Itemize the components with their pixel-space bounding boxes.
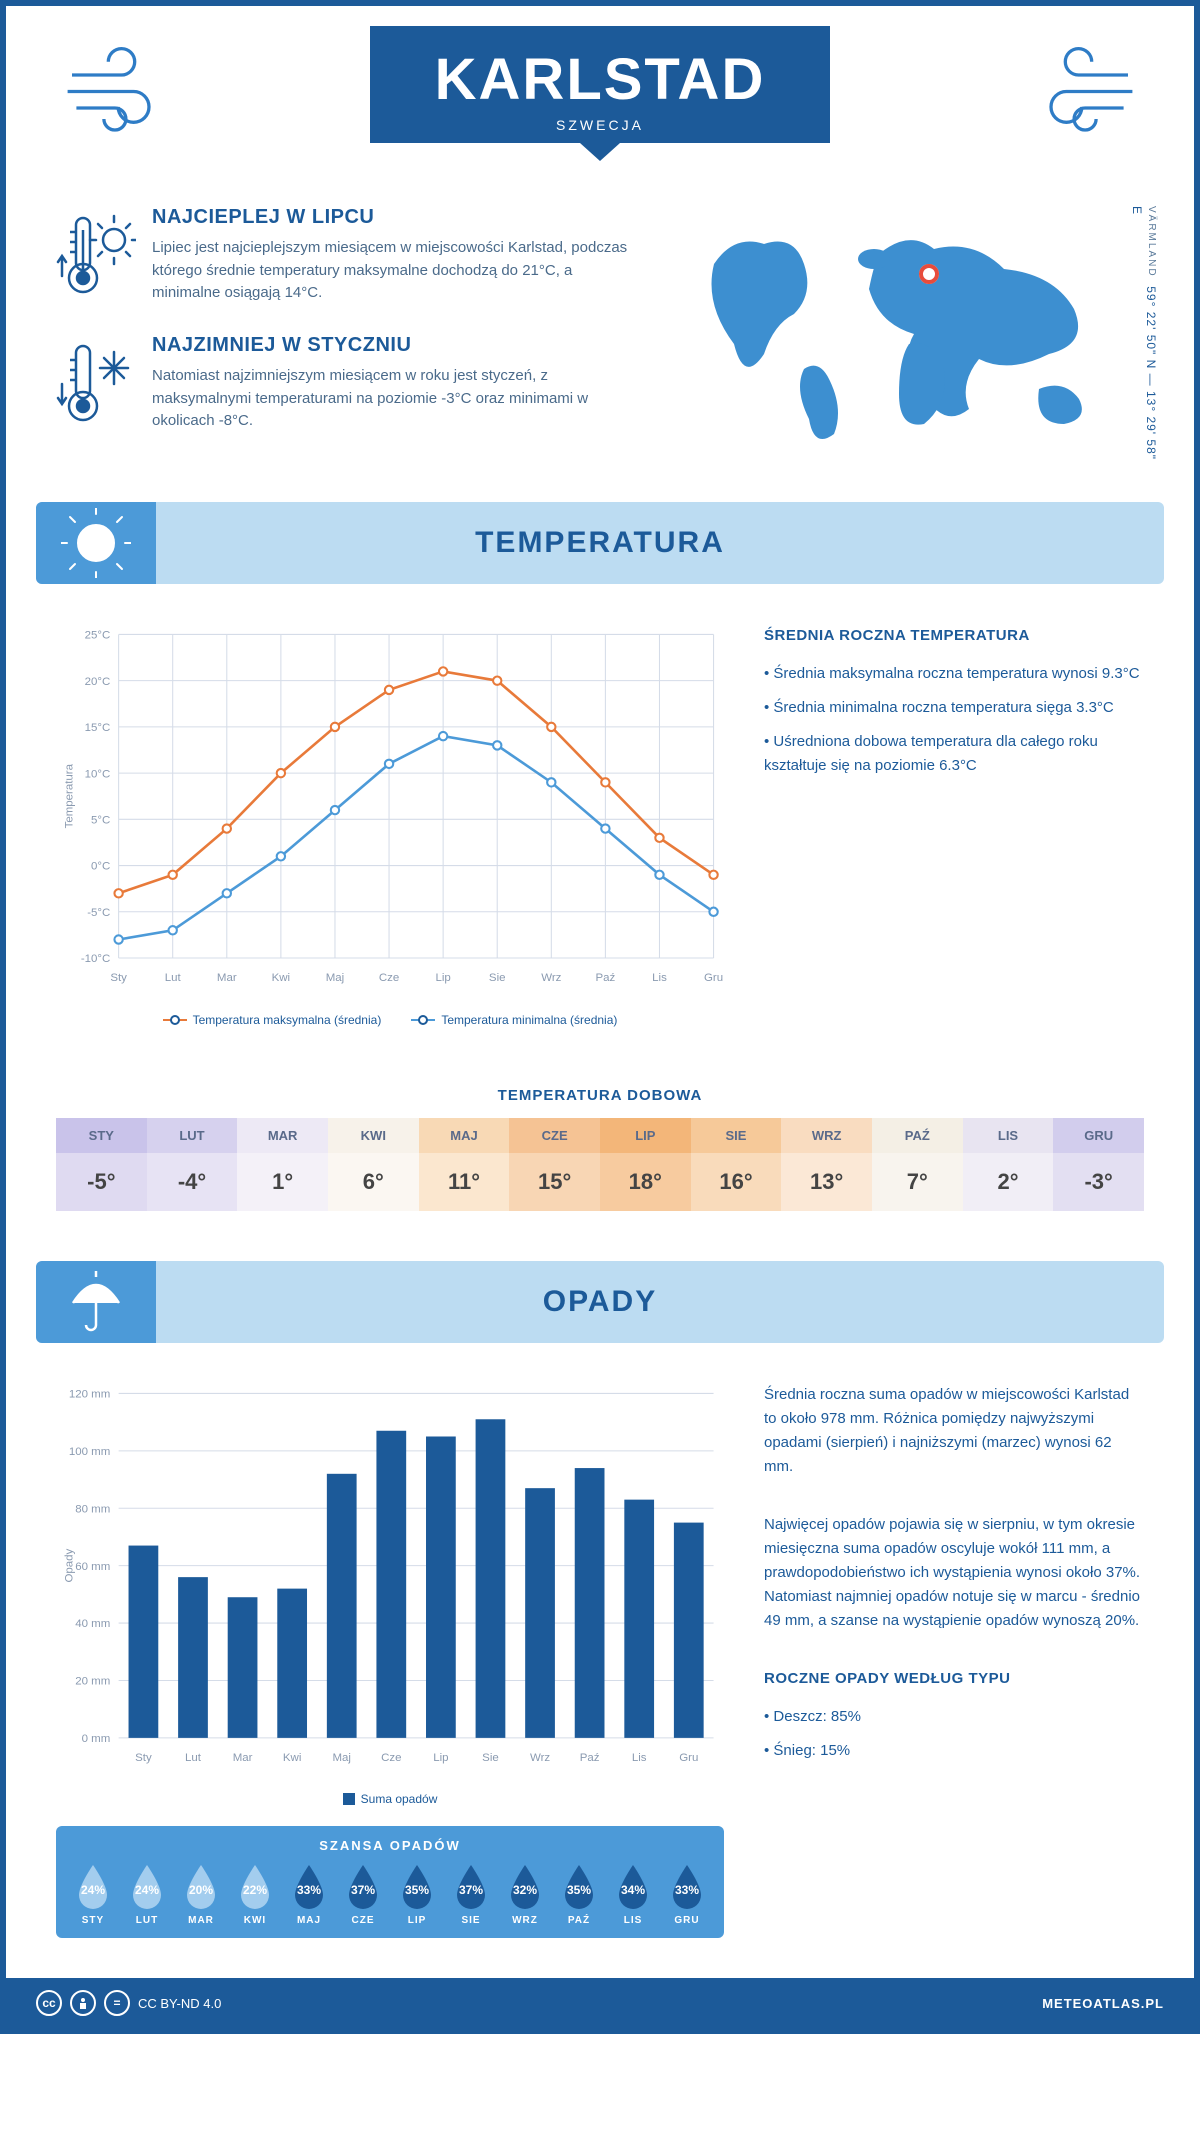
section-title: OPADY [36,1271,1164,1333]
precip-row: 0 mm 20 mm 40 mm 60 mm 80 mm 100 mm 120 mm Sty L… [6,1343,1194,1979]
svg-text:15°C: 15°C [85,722,111,734]
svg-text:120 mm: 120 mm [69,1388,110,1400]
site-name: METEOATLAS.PL [1042,1996,1164,2011]
svg-text:Kwi: Kwi [272,972,290,984]
umbrella-icon [36,1261,156,1343]
svg-text:Mar: Mar [217,972,237,984]
svg-text:Maj: Maj [332,1752,350,1764]
svg-text:Paź: Paź [596,972,616,984]
svg-text:Maj: Maj [326,972,344,984]
coldest-block: NAJZIMNIEJ W STYCZNIU Natomiast najzimni… [56,334,634,434]
summary-row: NAJCIEPLEJ W LIPCU Lipiec jest najcieple… [6,166,1194,502]
svg-text:80 mm: 80 mm [75,1503,110,1515]
cc-nd-icon: = [104,1990,130,2016]
temperature-line-chart: -10°C -5°C 0°C 5°C 10°C 15°C 20°C 25°C Sty Lut Mar… [56,624,724,1000]
svg-text:Lip: Lip [433,1752,448,1764]
wind-icon [46,26,186,146]
svg-text:40 mm: 40 mm [75,1618,110,1630]
svg-text:Temperatura: Temperatura [64,763,76,828]
sun-icon [36,502,156,584]
header: KARLSTAD SZWECJA [6,6,1194,166]
warmest-title: NAJCIEPLEJ W LIPCU [152,206,634,229]
wind-icon [1014,26,1154,146]
svg-text:Cze: Cze [379,972,399,984]
svg-text:Kwi: Kwi [283,1752,301,1764]
svg-text:Wrz: Wrz [530,1752,550,1764]
coldest-title: NAJZIMNIEJ W STYCZNIU [152,334,634,357]
precip-bar-chart: 0 mm 20 mm 40 mm 60 mm 80 mm 100 mm 120 mm Sty L… [56,1383,724,1780]
svg-text:Lut: Lut [185,1752,202,1764]
footer: cc = CC BY-ND 4.0 METEOATLAS.PL [6,1978,1194,2028]
precip-side-text: Średnia roczna suma opadów w miejscowośc… [764,1383,1144,1939]
svg-text:-10°C: -10°C [81,953,110,965]
daily-temp-table: STYLUTMARKWIMAJCZELIPSIEWRZPAŹLISGRU-5°-… [56,1118,1144,1211]
precip-legend: Suma opadów [56,1792,724,1806]
svg-text:Sie: Sie [489,972,506,984]
city-name: KARLSTAD [380,46,820,113]
svg-text:Lut: Lut [165,972,182,984]
svg-text:Lis: Lis [632,1752,647,1764]
svg-text:Sty: Sty [135,1752,152,1764]
daily-temp-title: TEMPERATURA DOBOWA [6,1087,1194,1104]
coordinates: VÄRMLAND 59° 22' 50" N — 13° 29' 58" E [1130,206,1158,462]
svg-text:Paź: Paź [580,1752,600,1764]
license: cc = CC BY-ND 4.0 [36,1990,221,2016]
svg-text:Lip: Lip [435,972,450,984]
svg-text:Lis: Lis [652,972,667,984]
svg-text:Sie: Sie [482,1752,499,1764]
section-header-temperature: TEMPERATURA [36,502,1164,584]
svg-text:-5°C: -5°C [87,907,110,919]
svg-text:5°C: 5°C [91,815,110,827]
svg-text:Sty: Sty [110,972,127,984]
section-title: TEMPERATURA [36,512,1164,574]
cc-icon: cc [36,1990,62,2016]
thermometer-snow-icon [56,334,136,434]
thermometer-sun-icon [56,206,136,306]
svg-text:0°C: 0°C [91,861,110,873]
svg-text:Cze: Cze [381,1752,401,1764]
svg-text:Opady: Opady [64,1548,76,1582]
precip-chance-panel: SZANSA OPADÓW 24%STY24%LUT20%MAR22%KWI33… [56,1826,724,1938]
svg-text:Gru: Gru [704,972,723,984]
world-map: VÄRMLAND 59° 22' 50" N — 13° 29' 58" E [664,206,1144,462]
warmest-text: Lipiec jest najcieplejszym miesiącem w m… [152,237,634,305]
title-banner: KARLSTAD SZWECJA [186,26,1014,143]
svg-text:20°C: 20°C [85,676,111,688]
warmest-block: NAJCIEPLEJ W LIPCU Lipiec jest najcieple… [56,206,634,306]
temp-legend: Temperatura maksymalna (średnia) Tempera… [56,1013,724,1027]
svg-text:25°C: 25°C [85,630,111,642]
section-header-precip: OPADY [36,1261,1164,1343]
temp-side-text: ŚREDNIA ROCZNA TEMPERATURA • Średnia mak… [764,624,1144,1027]
svg-text:20 mm: 20 mm [75,1675,110,1687]
svg-text:0 mm: 0 mm [82,1733,111,1745]
coldest-text: Natomiast najzimniejszym miesiącem w rok… [152,365,634,433]
svg-text:Gru: Gru [679,1752,698,1764]
svg-text:Wrz: Wrz [541,972,561,984]
cc-by-icon [70,1990,96,2016]
country-name: SZWECJA [380,117,820,133]
svg-text:60 mm: 60 mm [75,1561,110,1573]
svg-text:Mar: Mar [233,1752,253,1764]
temperature-row: -10°C -5°C 0°C 5°C 10°C 15°C 20°C 25°C Sty Lut Mar… [6,584,1194,1067]
svg-text:10°C: 10°C [85,768,111,780]
svg-text:100 mm: 100 mm [69,1446,110,1458]
